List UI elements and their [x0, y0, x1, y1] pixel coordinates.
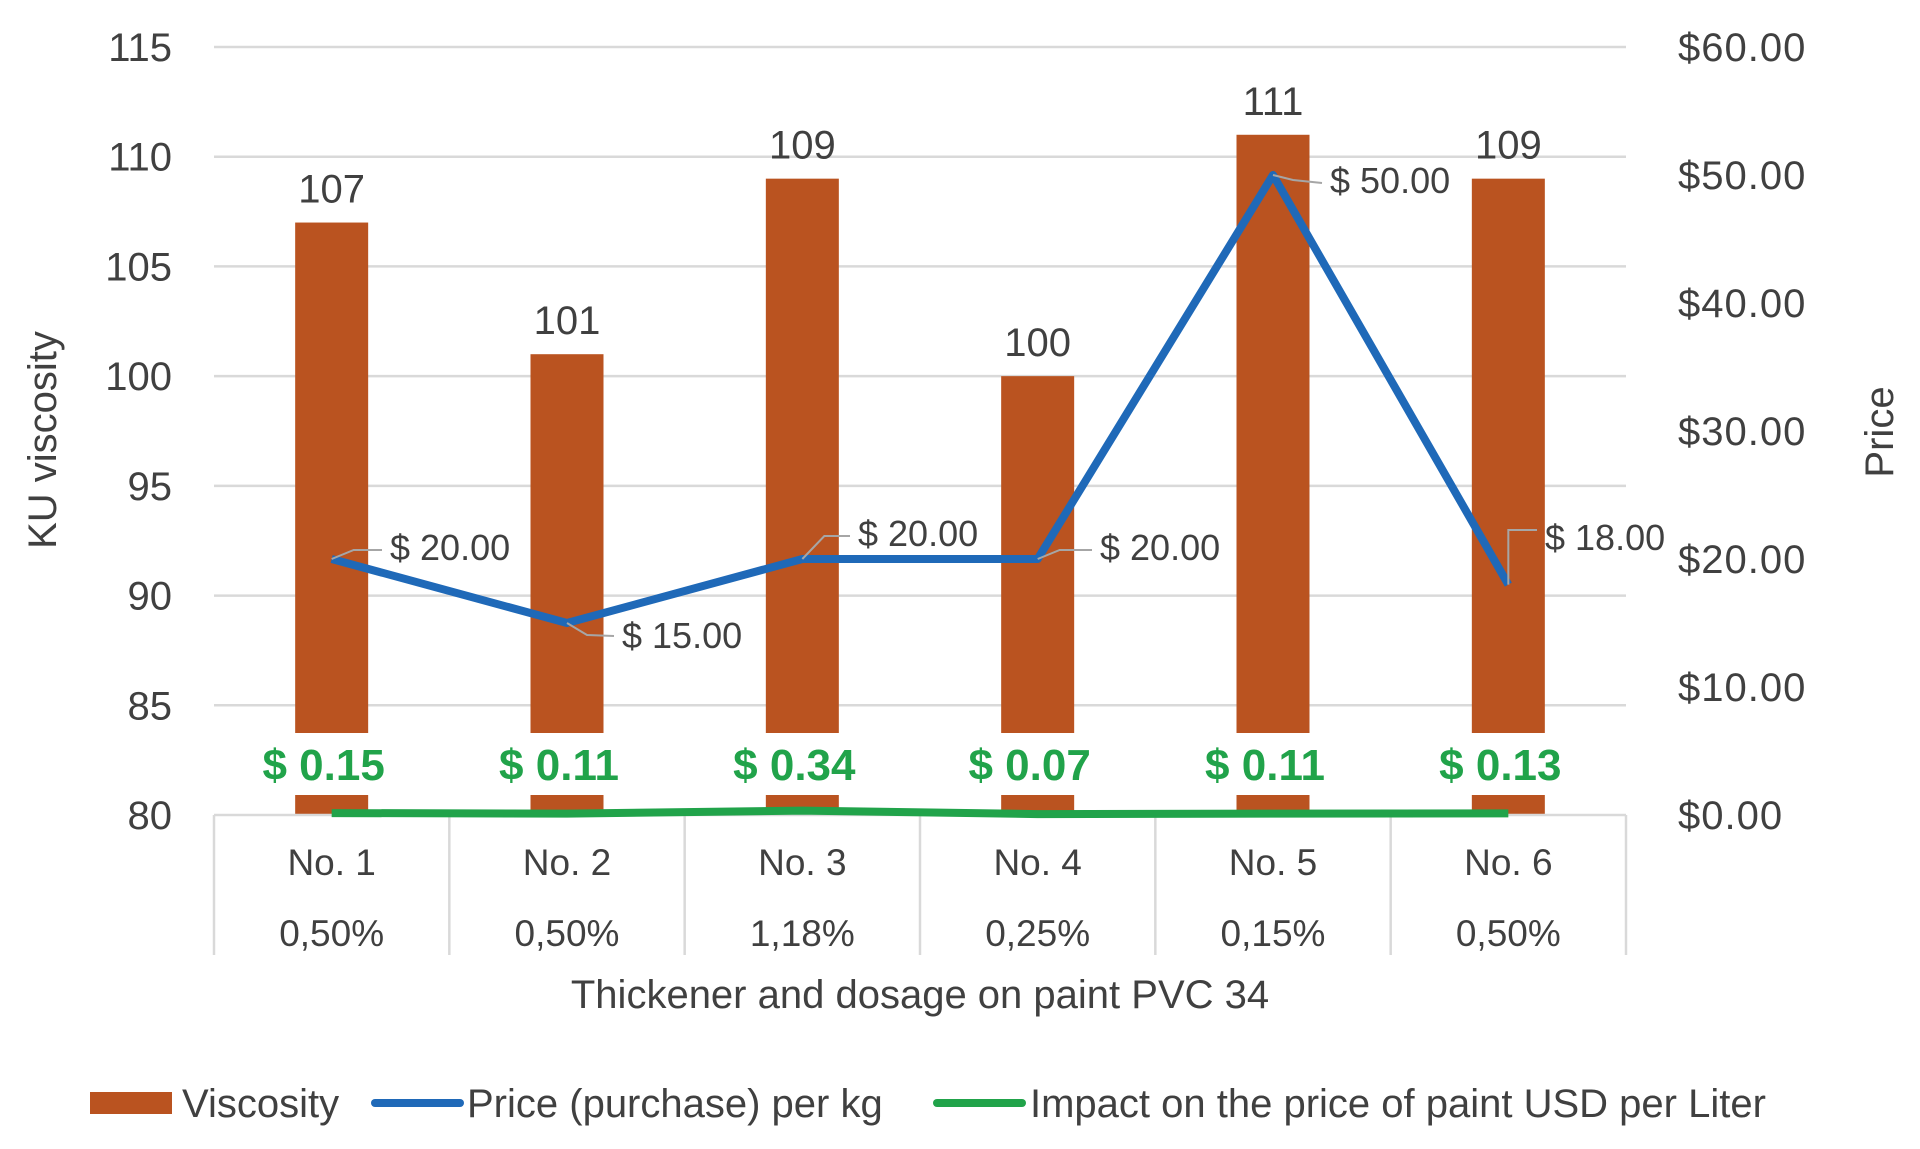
y2-tick-label: $50.00: [1678, 154, 1806, 198]
impact-label-bg: [1188, 733, 1358, 795]
y-tick-label: 95: [128, 465, 173, 509]
legend-label-price: Price (purchase) per kg: [467, 1082, 883, 1126]
y-tick-label: 80: [128, 794, 173, 838]
bar-viscosity: [1471, 178, 1545, 815]
legend-swatch-viscosity: [90, 1092, 172, 1114]
category-label: No. 4: [993, 842, 1081, 883]
leader-line: [1272, 174, 1323, 184]
leader-line: [1037, 549, 1092, 560]
impact-line: [331, 806, 1509, 819]
y-tick-label: 105: [105, 245, 172, 289]
impact-label-bg: [1423, 733, 1594, 795]
category-label: No. 2: [523, 842, 611, 883]
category-label: No. 6: [1464, 842, 1552, 883]
leader-line: [331, 549, 382, 560]
y-tick-label: 115: [108, 26, 172, 70]
price-value-label: $ 20.00: [390, 527, 510, 568]
impact-value-label: $ 0.11: [499, 741, 619, 790]
y2-axis-title: Price: [1858, 386, 1902, 477]
dosage-label: 0,15%: [1221, 913, 1326, 954]
y2-tick-label: $20.00: [1678, 538, 1806, 582]
leader-line: [1507, 529, 1537, 585]
data-labels: 107 101 109 100 111 109 $ 0.15 $ 0.11 $ 0.34 $ 0.…: [246, 80, 1665, 795]
price-value-label: $ 18.00: [1545, 517, 1665, 558]
bar-viscosity: [765, 178, 839, 815]
legend-label-impact: Impact on the price of paint USD per Lit…: [1030, 1082, 1766, 1126]
leader-line: [566, 622, 615, 637]
price-value-label: $ 15.00: [622, 615, 742, 656]
dosage-label: 1,18%: [750, 913, 855, 954]
category-label: No. 5: [1229, 842, 1317, 883]
impact-label-bg: [246, 733, 417, 795]
dosage-label: 0,50%: [1456, 913, 1561, 954]
legend-label-viscosity: Viscosity: [182, 1082, 339, 1126]
leader-line: [801, 535, 850, 560]
bar-value-label: 111: [1243, 80, 1304, 124]
price-value-label: $ 20.00: [858, 513, 978, 554]
impact-label-bg: [482, 733, 652, 795]
viscosity-bars: [295, 134, 1545, 816]
bar-viscosity: [295, 222, 369, 816]
legend: Viscosity Price (purchase) per kg Impact…: [90, 1082, 1766, 1126]
dosage-label: 0,50%: [279, 913, 384, 954]
y2-tick-label: $60.00: [1678, 26, 1806, 70]
category-label: No. 3: [758, 842, 846, 883]
left-axis-ticks: 115 110 105 100 95 90 85 80: [105, 26, 172, 838]
impact-value-label: $ 0.15: [262, 741, 384, 790]
y-axis-title: KU viscosity: [21, 331, 65, 549]
impact-label-bg: [952, 733, 1123, 795]
right-axis-ticks: $60.00 $50.00 $40.00 $30.00 $20.00 $10.00 $0.0…: [1678, 26, 1806, 838]
price-line: [330, 171, 1512, 627]
impact-value-label: $ 0.13: [1439, 741, 1561, 790]
gridlines: [214, 45, 1626, 707]
impact-value-label: $ 0.11: [1205, 741, 1325, 790]
bar-value-label: 101: [534, 299, 601, 343]
y2-tick-label: $30.00: [1678, 410, 1806, 454]
y-tick-label: 85: [128, 684, 173, 728]
price-value-label: $ 50.00: [1330, 160, 1450, 201]
x-axis-title: Thickener and dosage on paint PVC 34: [571, 973, 1269, 1017]
impact-label-bg: [717, 733, 888, 795]
y-tick-label: 100: [105, 355, 172, 399]
bar-value-label: 109: [1475, 124, 1542, 168]
bar-value-label: 100: [1004, 321, 1071, 365]
y-tick-label: 90: [128, 575, 173, 619]
category-label: No. 1: [287, 842, 375, 883]
impact-value-label: $ 0.34: [733, 741, 856, 790]
bar-value-label: 109: [769, 124, 836, 168]
series-lines: [330, 171, 1512, 819]
impact-value-label: $ 0.07: [968, 741, 1090, 790]
y2-tick-label: $10.00: [1678, 666, 1806, 710]
y2-tick-label: $0.00: [1678, 794, 1783, 838]
price-value-label: $ 20.00: [1100, 527, 1220, 568]
bar-viscosity: [1236, 134, 1310, 815]
category-axis: No. 1 0,50% No. 2 0,50% No. 3 1,18% No. 4 0,25%…: [212, 813, 1628, 955]
dosage-label: 0,25%: [985, 913, 1090, 954]
dosage-label: 0,50%: [515, 913, 620, 954]
y2-tick-label: $40.00: [1678, 282, 1806, 326]
bar-value-label: 107: [298, 168, 365, 212]
y-tick-label: 110: [108, 136, 172, 180]
